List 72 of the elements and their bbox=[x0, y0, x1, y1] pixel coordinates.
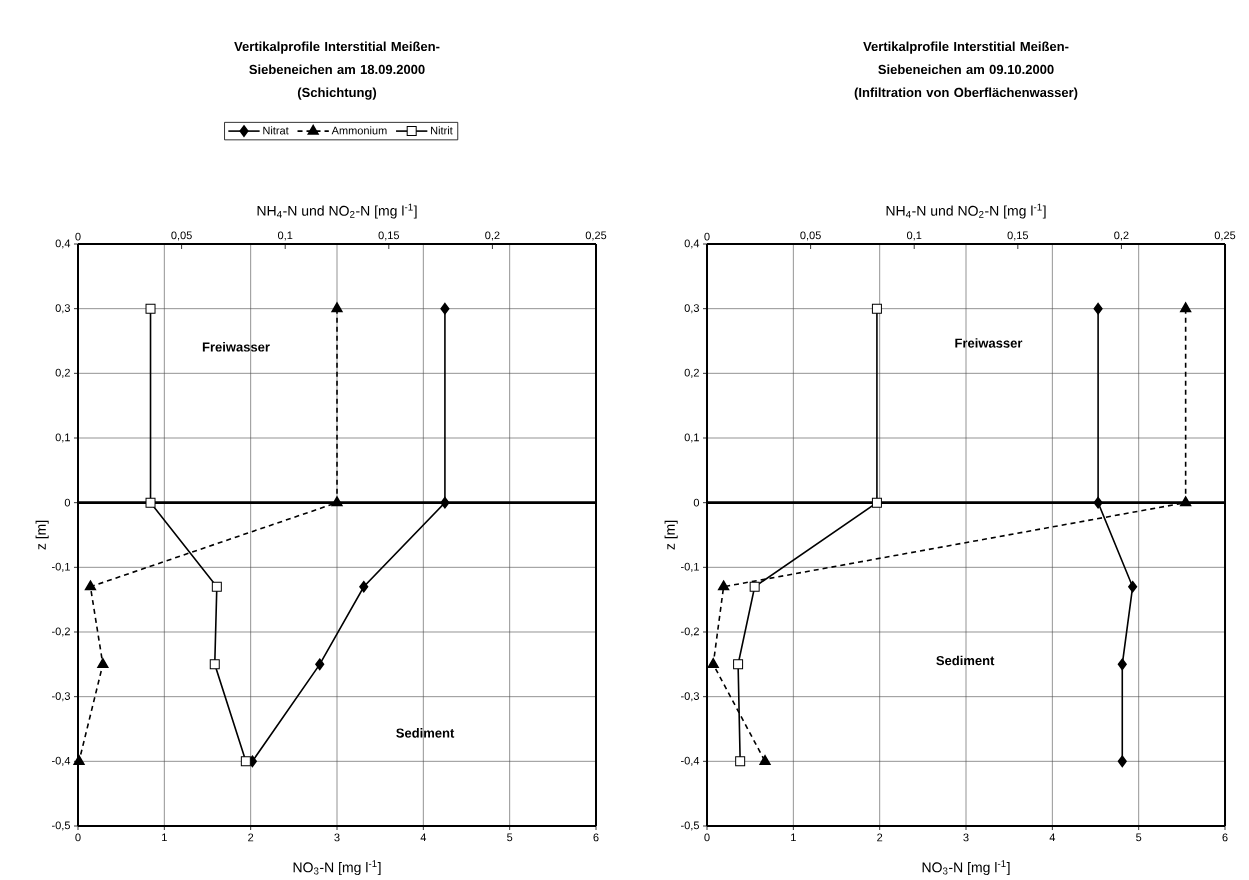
x-tick-label: 0 bbox=[704, 833, 710, 842]
legend-label: Nitrat bbox=[263, 126, 289, 135]
chart-title: Vertikalprofile Interstitial Meißen-Siebeneichen am 18.09.2000 bbox=[234, 41, 440, 75]
x2-tick-label: 0,05 bbox=[800, 231, 821, 241]
y-tick-label: 0,2 bbox=[684, 368, 699, 378]
x-tick-label: 4 bbox=[420, 833, 427, 842]
y-axis-title: z [m] bbox=[664, 520, 678, 550]
x-tick-label: 5 bbox=[507, 833, 513, 842]
y-tick-label: -0,4 bbox=[681, 756, 700, 766]
point bbox=[440, 302, 450, 315]
x2-tick-label: 0,15 bbox=[1007, 231, 1029, 241]
y-tick-label: -0,1 bbox=[52, 562, 70, 572]
point bbox=[1093, 496, 1103, 509]
x-tick-label: 1 bbox=[162, 833, 167, 842]
x2-tick-label: 0,05 bbox=[171, 231, 192, 241]
annotation: Sediment bbox=[396, 728, 455, 738]
x2-axis-title: NH$_{4}$-N und NO$_{2}$-N [mg l$^{-1}$] bbox=[886, 203, 1046, 219]
y-tick-label: 0,3 bbox=[684, 304, 699, 314]
x-tick-label: 1 bbox=[791, 833, 796, 842]
y-tick-label: 0 bbox=[64, 498, 71, 507]
x2-tick-label: 0,2 bbox=[485, 231, 500, 241]
y-axis-title: z [m] bbox=[35, 520, 49, 550]
x2-tick-label: 0,1 bbox=[277, 231, 293, 241]
y-tick-label: 0,4 bbox=[684, 239, 700, 249]
x2-tick-label: 0,15 bbox=[378, 231, 400, 241]
point bbox=[1117, 658, 1127, 671]
x2-tick-label: 0,25 bbox=[585, 231, 607, 241]
x2-tick-label: 0,25 bbox=[1214, 231, 1236, 241]
x2-tick-label: 0,2 bbox=[1114, 231, 1129, 241]
y-tick-label: -0,5 bbox=[681, 821, 700, 831]
annotation: Freiwasser bbox=[955, 338, 1023, 348]
y-tick-label: -0,5 bbox=[52, 821, 70, 831]
point bbox=[1117, 755, 1127, 768]
x2-axis-title: NH$_{4}$-N und NO$_{2}$-N [mg l$^{-1}$] bbox=[257, 203, 417, 219]
y-tick-label: 0,1 bbox=[55, 433, 70, 443]
y-tick-label: 0,3 bbox=[55, 304, 70, 314]
y-tick-label: -0,2 bbox=[52, 627, 70, 637]
chart-title: Vertikalprofile Interstitial Meißen-Siebeneichen am 09.10.2000 bbox=[863, 41, 1069, 75]
y-tick-label: 0,2 bbox=[55, 368, 70, 378]
annotation: Sediment bbox=[936, 655, 995, 666]
point bbox=[440, 496, 450, 509]
point bbox=[315, 658, 325, 671]
y-tick-label: -0,3 bbox=[52, 692, 70, 702]
x-tick-label: 2 bbox=[877, 833, 883, 842]
x2-tick-label: 0 bbox=[75, 232, 81, 241]
y-tick-label: -0,1 bbox=[681, 562, 699, 572]
y-tick-label: 0,4 bbox=[55, 239, 71, 249]
point bbox=[1093, 302, 1103, 315]
y-tick-label: 0,1 bbox=[684, 433, 699, 443]
x2-tick-label: 0,1 bbox=[906, 231, 922, 241]
x2-tick-label: 0 bbox=[704, 232, 710, 241]
x-tick-label: 6 bbox=[1222, 833, 1228, 842]
x-tick-label: 2 bbox=[248, 833, 254, 842]
point bbox=[359, 580, 369, 593]
x-tick-label: 6 bbox=[593, 833, 599, 842]
legend-label: Nitrit bbox=[431, 126, 453, 135]
x-tick-label: 5 bbox=[1136, 833, 1142, 842]
y-tick-label: 0 bbox=[693, 498, 700, 507]
x-axis-title: NO$_{3}$-N [mg l$^{-1}$] bbox=[293, 860, 381, 876]
x-tick-label: 3 bbox=[963, 833, 969, 842]
x-axis-title: NO$_{3}$-N [mg l$^{-1}$] bbox=[922, 860, 1010, 876]
y-tick-label: -0,4 bbox=[52, 756, 71, 766]
x-tick-label: 3 bbox=[334, 833, 340, 842]
chart-subtitle: (Schichtung) bbox=[297, 87, 377, 100]
annotation: Freiwasser bbox=[202, 342, 270, 352]
x-tick-label: 0 bbox=[75, 833, 81, 842]
x-tick-label: 4 bbox=[1049, 833, 1056, 842]
legend-label: Ammonium bbox=[331, 126, 387, 135]
y-tick-label: -0,3 bbox=[681, 692, 699, 702]
point bbox=[1128, 580, 1138, 593]
chart-subtitle: (Infiltration von Oberflächenwasser) bbox=[854, 87, 1078, 100]
y-tick-label: -0,2 bbox=[681, 627, 699, 637]
